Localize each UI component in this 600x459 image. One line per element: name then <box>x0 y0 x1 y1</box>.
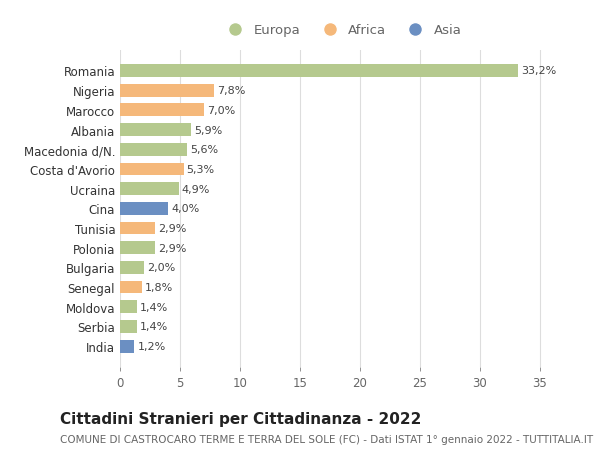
Text: COMUNE DI CASTROCARO TERME E TERRA DEL SOLE (FC) - Dati ISTAT 1° gennaio 2022 - : COMUNE DI CASTROCARO TERME E TERRA DEL S… <box>60 434 593 444</box>
Text: 2,0%: 2,0% <box>147 263 175 273</box>
Bar <box>120 104 204 117</box>
Text: 7,8%: 7,8% <box>217 86 245 96</box>
Text: 5,6%: 5,6% <box>190 145 218 155</box>
Text: 5,3%: 5,3% <box>187 164 215 174</box>
Text: 1,4%: 1,4% <box>140 302 168 312</box>
Bar <box>120 281 142 294</box>
Bar <box>120 84 214 97</box>
Bar <box>120 124 191 137</box>
Bar <box>120 183 179 196</box>
Bar <box>120 301 137 313</box>
Text: 1,8%: 1,8% <box>145 282 173 292</box>
Text: 4,9%: 4,9% <box>182 184 210 194</box>
Bar <box>120 262 144 274</box>
Bar <box>120 202 168 215</box>
Bar <box>120 144 187 156</box>
Text: 1,4%: 1,4% <box>140 322 168 332</box>
Text: 4,0%: 4,0% <box>171 204 199 214</box>
Bar <box>120 320 137 333</box>
Bar <box>120 242 155 255</box>
Text: 1,2%: 1,2% <box>137 341 166 352</box>
Text: 5,9%: 5,9% <box>194 125 222 135</box>
Text: 33,2%: 33,2% <box>521 66 557 76</box>
Bar <box>120 65 518 78</box>
Bar <box>120 222 155 235</box>
Text: 2,9%: 2,9% <box>158 243 186 253</box>
Bar <box>120 340 134 353</box>
Text: 2,9%: 2,9% <box>158 224 186 234</box>
Bar <box>120 163 184 176</box>
Text: 7,0%: 7,0% <box>207 106 235 116</box>
Text: Cittadini Stranieri per Cittadinanza - 2022: Cittadini Stranieri per Cittadinanza - 2… <box>60 411 421 426</box>
Legend: Europa, Africa, Asia: Europa, Africa, Asia <box>217 19 467 43</box>
